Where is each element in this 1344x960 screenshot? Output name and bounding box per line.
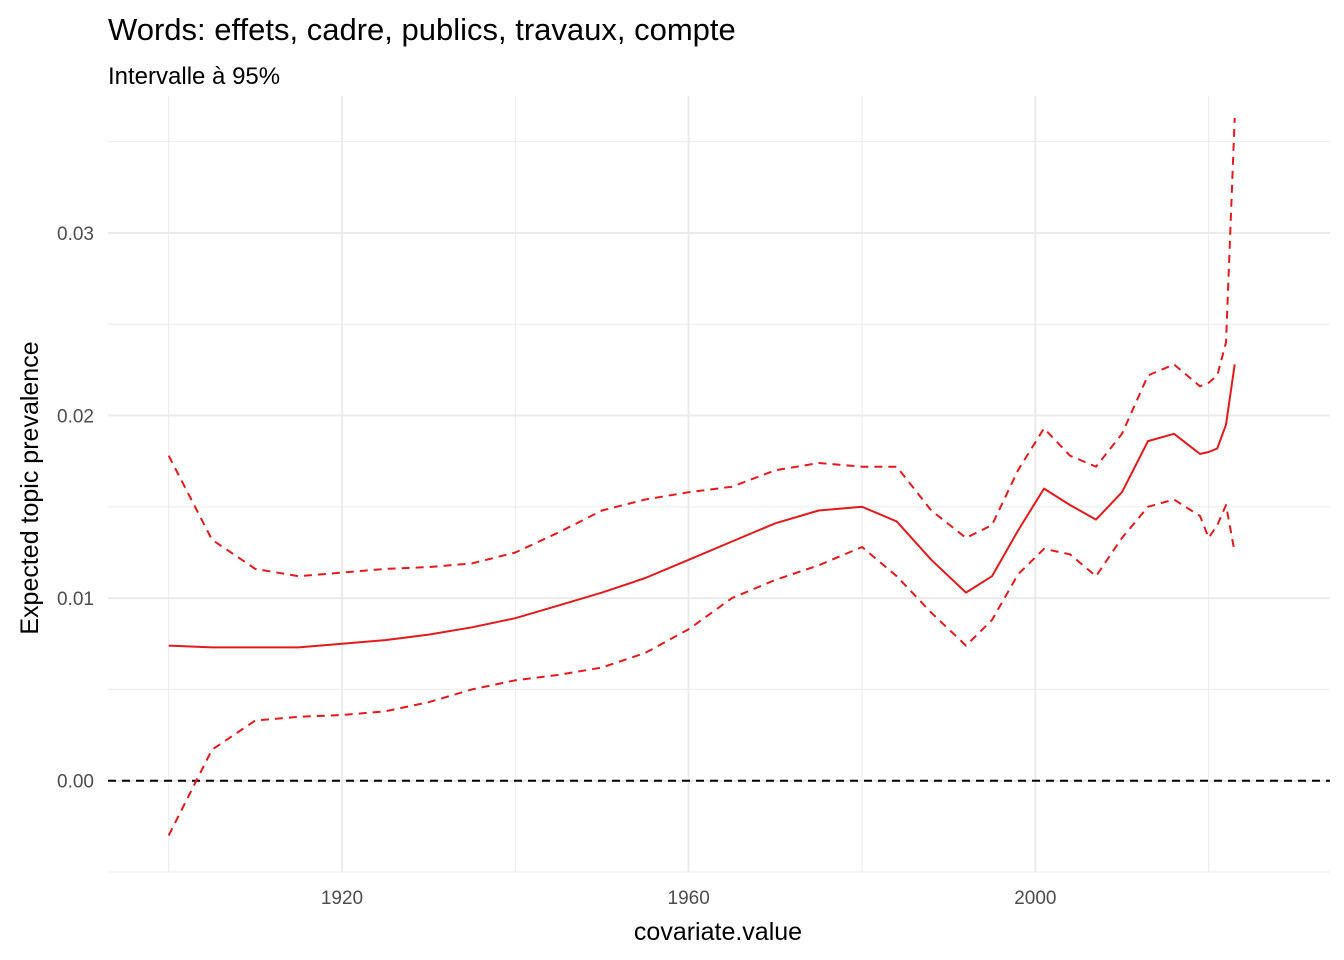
- x-tick-label: 1960: [668, 888, 710, 909]
- x-axis-label: covariate.value: [634, 918, 802, 946]
- chart-subtitle: Intervalle à 95%: [108, 63, 280, 90]
- y-axis-label: Expected topic prevalence: [16, 341, 44, 634]
- y-tick-label: 0.01: [57, 589, 94, 610]
- y-tick-label: 0.00: [57, 772, 94, 793]
- chart-title: Words: effets, cadre, publics, travaux, …: [108, 12, 736, 47]
- x-tick-label: 1920: [321, 888, 363, 909]
- x-tick-label: 2000: [1014, 888, 1056, 909]
- x-tick-labels: 1920 1960 2000: [321, 888, 1057, 909]
- series-lower-bound-line: [167, 498, 1236, 836]
- y-tick-label: 0.02: [57, 407, 94, 428]
- y-tick-labels: 0.00 0.01 0.02 0.03: [57, 224, 94, 793]
- series-upper-bound-line: [167, 117, 1236, 578]
- y-tick-label: 0.03: [57, 224, 94, 245]
- series-group: [167, 117, 1236, 836]
- series-estimate-line: [168, 364, 1236, 649]
- grid: [108, 96, 1330, 873]
